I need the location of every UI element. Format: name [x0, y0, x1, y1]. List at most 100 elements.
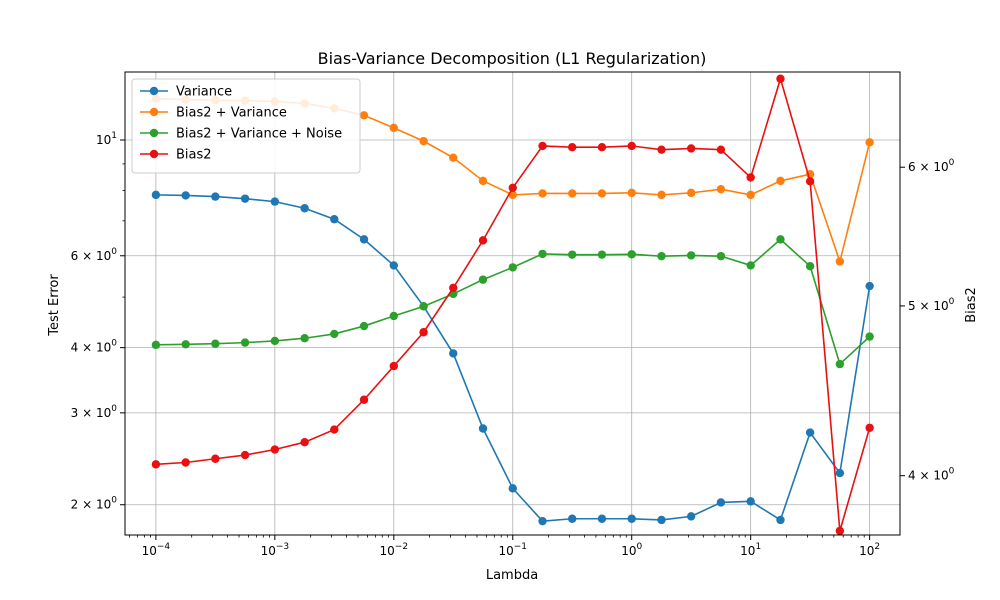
y-axis-label-left: Test Error	[47, 274, 62, 337]
legend-entry: Bias2 + Variance	[140, 106, 287, 121]
y-right-tick-mantissa: 6	[908, 160, 916, 174]
x-tick-exponent: 2	[874, 542, 880, 552]
series-variance	[151, 190, 874, 526]
y-right-tick-label: 6 × 100	[908, 158, 955, 174]
data-point	[508, 183, 517, 192]
data-point	[211, 192, 220, 201]
y-tick-label: 101	[96, 131, 117, 147]
y-tick-exponent: 0	[111, 404, 117, 414]
data-point	[597, 142, 607, 152]
data-point	[627, 514, 636, 523]
data-point	[240, 450, 250, 460]
y-tick-base: 10	[96, 341, 111, 355]
data-point	[181, 340, 190, 349]
legend-entry: Bias2	[140, 148, 212, 163]
data-point	[865, 332, 874, 341]
legend-swatch-marker	[149, 128, 159, 138]
y-right-tick-times: ×	[916, 299, 934, 313]
data-point	[835, 468, 845, 478]
x-axis-ticks: 10−4 10−3 10−2 10−1 100 101 102	[129, 535, 880, 558]
y-right-tick-base: 10	[933, 299, 948, 313]
data-point	[508, 484, 517, 493]
legend-swatch-marker	[149, 86, 159, 96]
data-point	[657, 515, 666, 525]
y-tick-mantissa: 2	[71, 498, 79, 512]
data-point	[478, 236, 488, 245]
data-point	[835, 359, 845, 369]
data-point	[716, 251, 726, 261]
data-point	[270, 197, 280, 206]
x-tick-base: 10	[740, 544, 755, 558]
data-point	[776, 235, 785, 244]
data-point	[151, 190, 161, 200]
x-tick-base: 10	[142, 544, 157, 558]
y-tick-label: 4 × 100	[71, 339, 118, 355]
x-tick-exponent: −3	[276, 542, 289, 552]
data-point	[568, 250, 577, 259]
data-point	[686, 512, 696, 521]
x-tick-exponent: −2	[395, 542, 408, 552]
x-tick-exponent: −4	[157, 542, 171, 552]
series-layer	[151, 74, 874, 536]
y-right-tick-mantissa: 5	[908, 299, 916, 313]
grid-layer	[125, 72, 900, 535]
data-point	[389, 361, 399, 371]
data-point	[865, 281, 874, 291]
y-tick-exponent: 0	[111, 247, 117, 257]
legend: Variance Bias2 + Variance Bias2 + Variance…	[131, 78, 361, 174]
y-tick-label: 2 × 100	[71, 496, 118, 512]
y-tick-times: ×	[78, 249, 96, 263]
data-point	[330, 329, 339, 339]
data-point	[389, 261, 399, 270]
y-tick-exponent: 0	[111, 496, 117, 506]
y-right-tick-times: ×	[916, 160, 934, 174]
data-point	[597, 250, 607, 259]
data-point	[716, 184, 726, 194]
data-point	[746, 261, 755, 270]
x-tick-base: 10	[261, 544, 276, 558]
legend-label: Bias2	[176, 148, 212, 163]
y-tick-label: 6 × 100	[71, 247, 118, 263]
x-tick-label: 10−1	[498, 542, 527, 558]
data-point	[151, 340, 161, 350]
y-tick-label: 3 × 100	[71, 404, 118, 420]
x-tick-label: 10−2	[380, 542, 409, 558]
x-tick-label: 100	[621, 542, 642, 558]
y-right-tick-base: 10	[933, 160, 948, 174]
x-tick-base: 10	[498, 544, 513, 558]
x-tick-base: 10	[621, 544, 636, 558]
x-tick-exponent: −1	[514, 542, 527, 552]
y-right-tick-exponent: 0	[949, 158, 955, 168]
y-tick-base: 10	[96, 406, 111, 420]
x-tick-base: 10	[859, 544, 874, 558]
data-point	[300, 204, 309, 213]
y-right-tick-times: ×	[916, 469, 934, 483]
y-tick-mantissa: 4	[71, 341, 79, 355]
data-point	[478, 176, 488, 186]
y-right-tick-exponent: 0	[949, 467, 955, 477]
y-tick-mantissa: 3	[71, 406, 79, 420]
legend-swatch-marker	[149, 149, 159, 159]
data-point	[478, 424, 488, 433]
y-tick-exponent: 1	[111, 131, 117, 141]
data-point	[716, 498, 726, 507]
y-axis-label-right: Bias2	[964, 287, 979, 323]
data-point	[746, 497, 755, 506]
data-point	[538, 249, 547, 259]
data-point	[597, 189, 607, 198]
y-tick-times: ×	[78, 406, 96, 420]
y-tick-base: 10	[96, 249, 111, 263]
y-right-tick-mantissa: 4	[908, 469, 916, 483]
data-point	[746, 190, 755, 200]
data-point	[776, 515, 785, 525]
data-point	[449, 153, 458, 162]
data-point	[151, 460, 161, 469]
data-point	[359, 395, 369, 404]
data-point	[597, 514, 607, 523]
chart-title: Bias-Variance Decomposition (L1 Regulari…	[318, 49, 707, 68]
y-tick-times: ×	[78, 341, 96, 355]
data-point	[627, 141, 636, 151]
data-point	[211, 339, 220, 348]
data-point	[805, 428, 815, 437]
